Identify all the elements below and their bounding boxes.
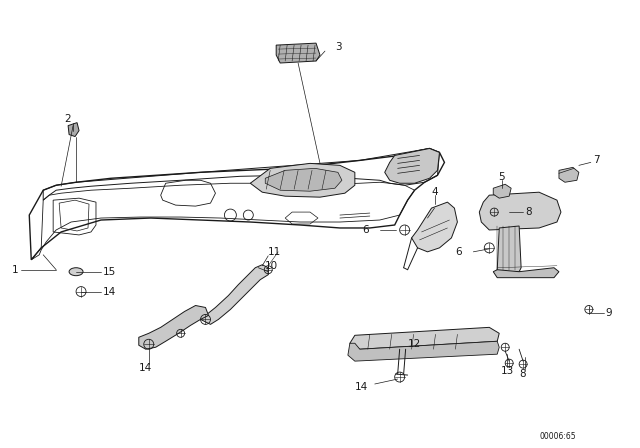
Text: 6: 6 <box>362 225 369 235</box>
Text: 14: 14 <box>103 287 116 297</box>
Text: 11: 11 <box>268 247 282 257</box>
Text: 8: 8 <box>525 207 532 217</box>
Text: 4: 4 <box>431 187 438 197</box>
Polygon shape <box>139 306 209 349</box>
Text: 14: 14 <box>355 382 368 392</box>
Text: 7: 7 <box>593 155 600 165</box>
Polygon shape <box>250 164 355 197</box>
Text: 10: 10 <box>265 261 278 271</box>
Text: 5: 5 <box>498 172 505 182</box>
Text: 8: 8 <box>519 369 525 379</box>
Text: 15: 15 <box>103 267 116 277</box>
Text: 1: 1 <box>12 265 18 275</box>
Polygon shape <box>276 43 320 63</box>
Polygon shape <box>493 184 511 198</box>
Polygon shape <box>385 148 440 183</box>
Ellipse shape <box>69 268 83 276</box>
Polygon shape <box>479 192 561 230</box>
Polygon shape <box>493 268 559 278</box>
Text: 13: 13 <box>501 366 515 376</box>
Text: 12: 12 <box>408 339 421 349</box>
Polygon shape <box>200 265 268 324</box>
Polygon shape <box>559 168 579 182</box>
Polygon shape <box>350 327 499 349</box>
Text: 9: 9 <box>605 308 612 319</box>
Text: 2: 2 <box>64 114 71 124</box>
Polygon shape <box>348 341 499 361</box>
Text: 6: 6 <box>456 247 462 257</box>
Polygon shape <box>68 123 79 137</box>
Polygon shape <box>412 202 458 252</box>
Text: 3: 3 <box>335 42 342 52</box>
Polygon shape <box>265 168 342 191</box>
Polygon shape <box>497 226 521 274</box>
Text: 00006:65: 00006:65 <box>539 432 575 441</box>
Text: 14: 14 <box>139 363 152 373</box>
